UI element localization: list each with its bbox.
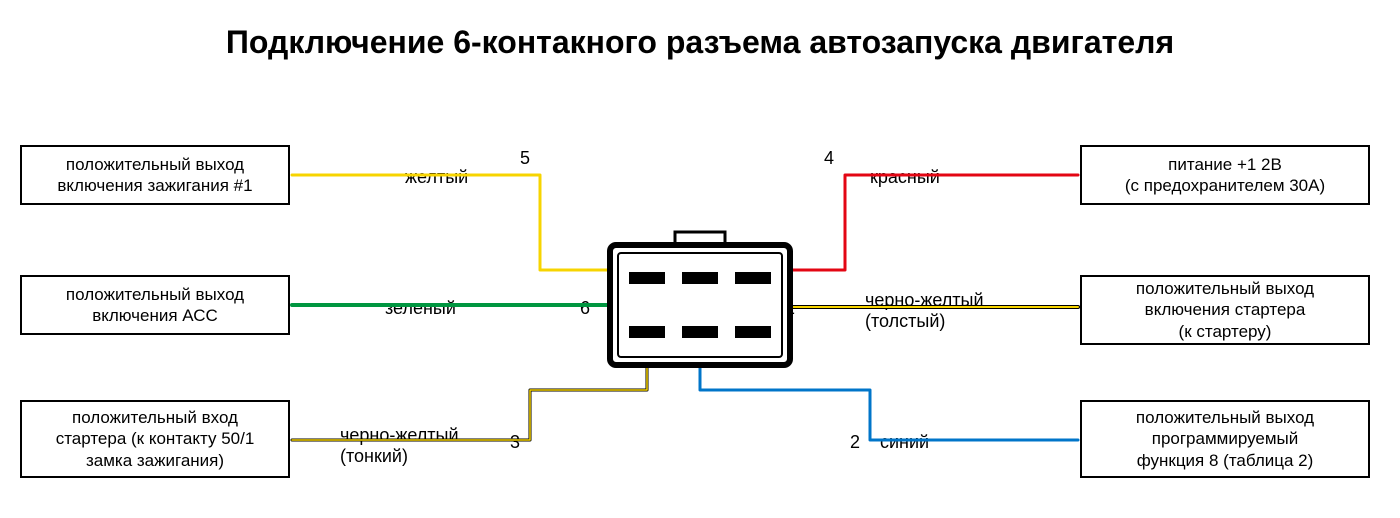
wire-w-black-yellow-thick-black bbox=[753, 307, 1078, 332]
wire-w-by-thin-black bbox=[292, 332, 647, 440]
wire-w-black-yellow-thick-accent bbox=[753, 307, 1078, 332]
wire-w-green bbox=[292, 278, 647, 305]
wire-w-by-thin-accent bbox=[292, 332, 647, 440]
diagram-stage: Подключение 6-контакного разъема автозап… bbox=[0, 0, 1400, 518]
wire-w-red bbox=[753, 175, 1078, 278]
connector-icon bbox=[610, 232, 790, 365]
diagram-svg bbox=[0, 0, 1400, 518]
